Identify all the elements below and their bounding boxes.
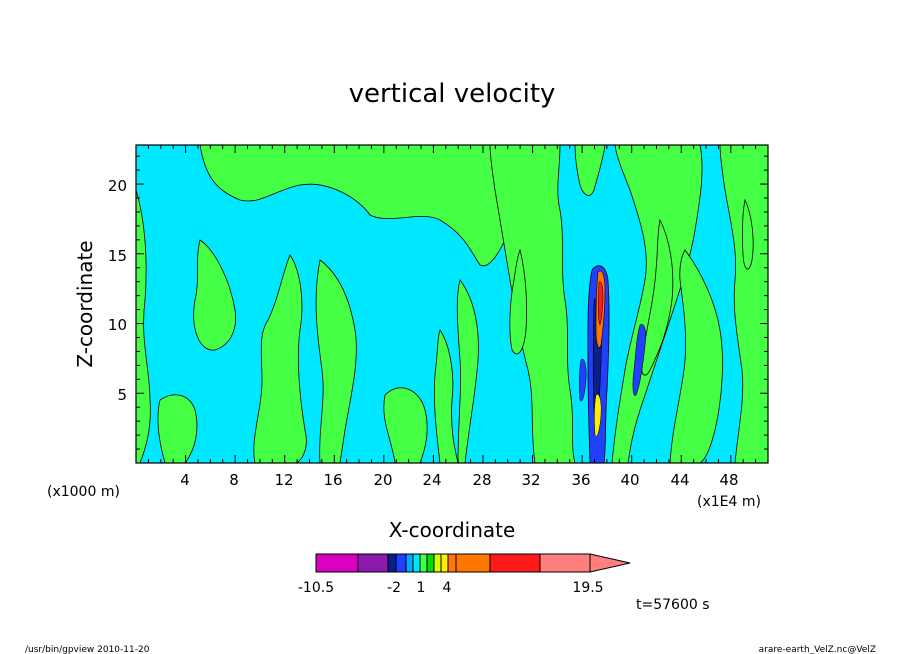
x-tick-label: 16 xyxy=(323,471,342,489)
y-tick-marks xyxy=(136,155,768,450)
x-tick-label: 32 xyxy=(521,471,540,489)
plot-frame xyxy=(135,144,769,464)
x-tick-label: 48 xyxy=(719,471,738,489)
x-tick-label: 4 xyxy=(180,471,190,489)
contour-region xyxy=(456,279,479,463)
colorbar-label: -2 xyxy=(387,580,401,596)
x-tick-label: 28 xyxy=(472,471,491,489)
colorbar-segment xyxy=(395,553,407,573)
contour-region xyxy=(669,249,723,463)
colorbar-segment xyxy=(455,553,491,573)
contour-region xyxy=(157,394,198,463)
contour-fill xyxy=(136,145,768,463)
contour-region xyxy=(253,254,307,463)
x-tick-marks xyxy=(147,145,757,463)
colorbar-label: 19.5 xyxy=(572,580,603,596)
y-tick-label: 5 xyxy=(117,386,127,404)
colorbar-label: -10.5 xyxy=(298,580,334,596)
x-tick-label: 40 xyxy=(620,471,639,489)
contour-region xyxy=(598,281,604,326)
contour-region xyxy=(136,189,151,463)
x-tick-label: 36 xyxy=(571,471,590,489)
contour-region xyxy=(433,329,459,463)
x-axis-tick-labels: 4 8 12 16 20 24 28 32 36 40 44 48 xyxy=(180,471,738,489)
x-unit-right: (x1E4 m) xyxy=(697,494,761,510)
footer-right: arare-earth_VelZ.nc@VelZ xyxy=(759,645,876,654)
chart-title: vertical velocity xyxy=(349,79,556,109)
colorbar-segment xyxy=(419,553,428,573)
colorbar-tick-labels: -10.5 -2 1 4 19.5 xyxy=(298,580,604,596)
y-tick-label: 10 xyxy=(108,316,127,334)
y-tick-label: 20 xyxy=(108,177,127,195)
contour-region xyxy=(632,324,646,396)
contour-region xyxy=(136,145,506,267)
x-axis-label: X-coordinate xyxy=(389,518,516,542)
colorbar-segment xyxy=(315,553,359,573)
colorbar xyxy=(315,553,631,573)
colorbar-segment xyxy=(447,553,457,573)
colorbar-segment xyxy=(405,553,414,573)
y-tick-label: 15 xyxy=(108,247,127,265)
x-unit-left: (x1000 m) xyxy=(47,484,120,500)
x-tick-label: 44 xyxy=(670,471,689,489)
colorbar-segment xyxy=(539,553,591,573)
x-tick-label: 20 xyxy=(373,471,392,489)
colorbar-segment xyxy=(357,553,389,573)
colorbar-segment xyxy=(489,553,541,573)
footer-left: /usr/bin/gpview 2010-11-20 xyxy=(25,645,150,654)
colorbar-segment xyxy=(440,553,449,573)
y-axis-label: Z-coordinate xyxy=(73,240,97,367)
contour-region xyxy=(579,358,587,402)
contour-region xyxy=(315,259,357,463)
y-axis-tick-labels: 5 10 15 20 xyxy=(108,177,127,404)
contour-region xyxy=(489,145,576,463)
colorbar-label: 4 xyxy=(443,580,452,596)
colorbar-segment xyxy=(426,553,435,573)
x-tick-label: 12 xyxy=(274,471,293,489)
x-tick-label: 24 xyxy=(422,471,441,489)
colorbar-extend-arrow xyxy=(589,553,631,573)
contour-region xyxy=(719,145,768,463)
contour-region xyxy=(742,198,754,270)
x-tick-label: 8 xyxy=(229,471,239,489)
contour-region xyxy=(641,218,674,376)
time-label: t=57600 s xyxy=(636,597,710,613)
contour-region xyxy=(509,248,528,355)
colorbar-label: 1 xyxy=(417,580,426,596)
contour-region xyxy=(383,387,428,463)
colorbar-segment xyxy=(412,553,421,573)
colorbar-segment xyxy=(387,553,397,573)
plot-area xyxy=(135,144,769,464)
contour-region xyxy=(574,145,606,196)
colorbar-segment xyxy=(433,553,442,573)
contour-region xyxy=(193,239,237,351)
contour-region xyxy=(594,394,602,437)
